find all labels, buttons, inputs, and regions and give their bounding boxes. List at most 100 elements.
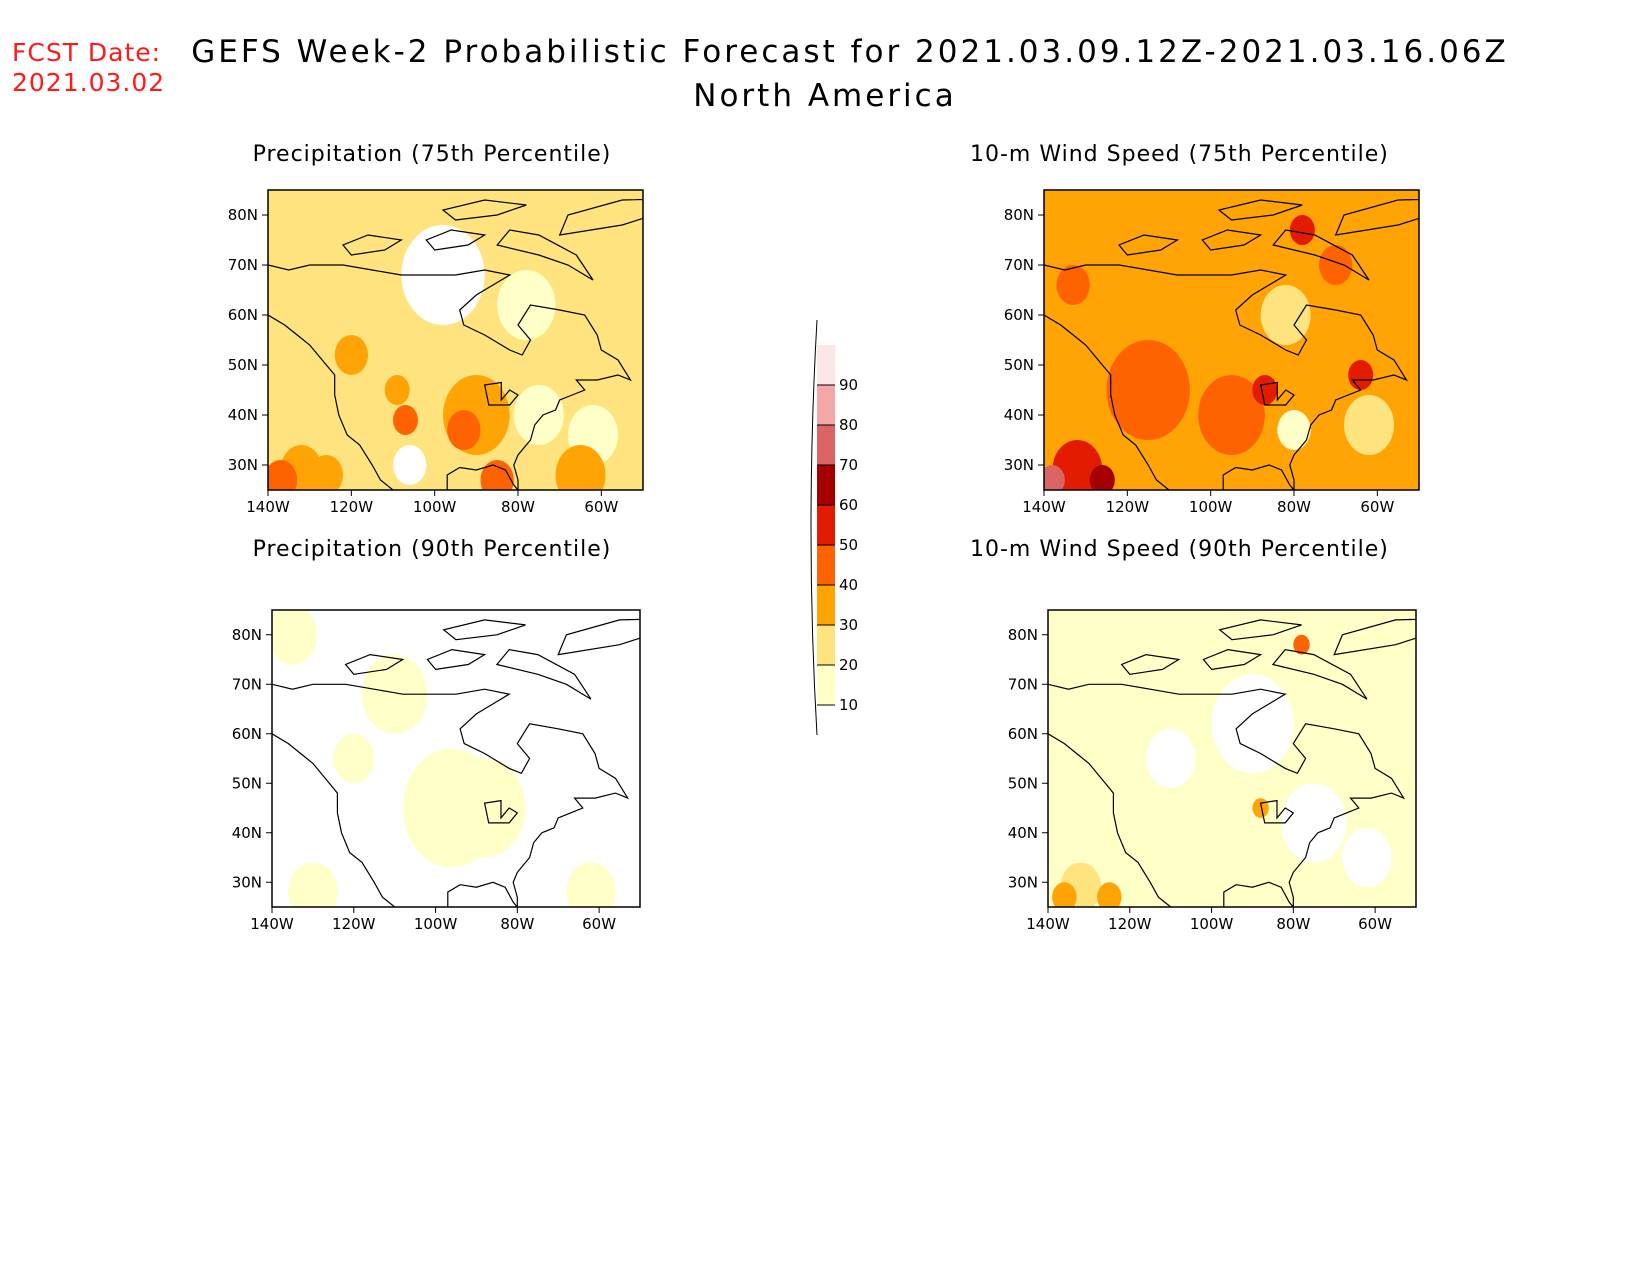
lat-tick-label: 40N xyxy=(228,406,258,424)
lat-tick-label: 50N xyxy=(228,356,258,374)
map-panel-precip75: 30N 40N 50N 60N 70N 80N 140W 120W 100W 80W 60W xyxy=(228,189,644,516)
lon-tick-label: 140W xyxy=(1022,498,1066,516)
colorbar-label: 90 xyxy=(839,376,858,394)
probability-region xyxy=(1342,827,1392,888)
map-frame xyxy=(1043,189,1420,491)
island-outline xyxy=(441,199,527,221)
probability-region xyxy=(1281,783,1347,863)
lat-tick-label: 30N xyxy=(1004,456,1034,474)
lon-tick-label: 60W xyxy=(1360,498,1394,516)
probability-region xyxy=(268,460,298,490)
probability-region xyxy=(1289,215,1315,245)
main-title-line2: North America xyxy=(693,78,957,114)
island-outline xyxy=(495,648,592,700)
coastlines xyxy=(1044,198,1419,490)
probability-region xyxy=(393,405,418,435)
lon-tick-label: 100W xyxy=(1189,498,1233,516)
colorbar-label: 40 xyxy=(839,576,858,594)
island-outline xyxy=(1272,229,1370,281)
probability-region xyxy=(1052,440,1103,490)
probability-region xyxy=(272,610,317,665)
colorbar-outline xyxy=(810,319,818,736)
probability-region xyxy=(361,654,428,734)
colorbar-swatch xyxy=(817,385,835,425)
lon-tick-label: 120W xyxy=(332,915,376,933)
forecast-date-block: FCST Date: 2021.03.02 xyxy=(12,38,165,98)
panel-title-wind90: 10-m Wind Speed (90th Percentile) xyxy=(970,537,1389,562)
colorbar-label: 10 xyxy=(839,696,858,714)
colorbar-swatch xyxy=(817,425,835,465)
coastline xyxy=(272,733,396,907)
main-title-line1: GEFS Week-2 Probabilistic Forecast for 2… xyxy=(191,34,1509,70)
coastline xyxy=(272,683,630,907)
island-outline xyxy=(1218,619,1302,641)
colorbar-label: 60 xyxy=(839,496,858,514)
island-outline xyxy=(426,648,487,671)
probability-field xyxy=(1048,610,1416,907)
probability-region xyxy=(333,733,375,784)
coastline xyxy=(1044,314,1170,490)
island-outline xyxy=(558,198,643,236)
colorbar-label: 80 xyxy=(839,416,858,434)
island-outline xyxy=(1202,648,1263,671)
probability-region xyxy=(1106,340,1190,440)
main-title: GEFS Week-2 Probabilistic Forecast for 2… xyxy=(0,30,1650,118)
colorbar-label: 50 xyxy=(839,536,858,554)
lat-tick-label: 50N xyxy=(1008,774,1038,792)
colorbar-swatch xyxy=(817,585,835,625)
colorbar-swatch xyxy=(817,505,835,545)
probability-region xyxy=(309,455,343,490)
lon-tick-label: 140W xyxy=(1026,915,1070,933)
probability-region xyxy=(334,335,368,375)
lon-tick-label: 120W xyxy=(330,498,374,516)
probability-region xyxy=(1252,375,1278,405)
coastline xyxy=(1048,733,1172,907)
lat-tick-label: 50N xyxy=(1004,356,1034,374)
probability-region xyxy=(1097,882,1122,907)
lat-tick-label: 80N xyxy=(1004,206,1034,224)
colorbar-label: 70 xyxy=(839,456,858,474)
probability-region xyxy=(1211,674,1294,774)
lat-tick-label: 60N xyxy=(228,306,258,324)
probability-region xyxy=(1146,728,1196,789)
lat-tick-label: 40N xyxy=(1008,824,1038,842)
map-panel-wind75: 30N 40N 50N 60N 70N 80N 140W 120W 100W 80W 60W xyxy=(1004,189,1420,516)
coastline xyxy=(1044,264,1408,490)
probability-region xyxy=(447,410,481,450)
map-panel-wind90: 30N 40N 50N 60N 70N 80N 140W 120W 100W 80W 60W xyxy=(1008,609,1417,933)
probability-region xyxy=(288,862,338,907)
probability-region xyxy=(1056,265,1090,305)
lat-tick-label: 60N xyxy=(1008,725,1038,743)
lon-tick-label: 100W xyxy=(414,915,458,933)
lon-tick-label: 80W xyxy=(501,498,535,516)
lon-tick-label: 60W xyxy=(582,915,616,933)
probability-region xyxy=(1293,634,1310,655)
island-outline xyxy=(483,381,519,406)
map-frame xyxy=(1047,609,1417,908)
lon-tick-label: 120W xyxy=(1108,915,1152,933)
lat-tick-label: 80N xyxy=(228,206,258,224)
lat-tick-label: 40N xyxy=(1004,406,1034,424)
coastlines xyxy=(272,618,640,907)
lat-tick-label: 30N xyxy=(228,456,258,474)
island-outline xyxy=(344,653,405,675)
colorbar-label: 30 xyxy=(839,616,858,634)
lat-tick-label: 50N xyxy=(232,774,262,792)
lon-tick-label: 80W xyxy=(500,915,534,933)
probability-region xyxy=(393,445,427,485)
probability-region xyxy=(1319,245,1353,285)
island-outline xyxy=(1118,234,1180,256)
lon-tick-label: 60W xyxy=(1358,915,1392,933)
coastlines xyxy=(268,198,643,490)
lat-tick-label: 80N xyxy=(232,626,262,644)
probability-region xyxy=(1348,360,1374,390)
probability-region xyxy=(1044,465,1065,490)
colorbar-swatch xyxy=(817,545,835,585)
island-outline xyxy=(1259,381,1295,406)
lat-tick-label: 60N xyxy=(1004,306,1034,324)
lon-tick-label: 100W xyxy=(413,498,457,516)
probability-region xyxy=(497,270,556,340)
coastline xyxy=(268,314,394,490)
map-frame xyxy=(267,189,644,491)
lat-tick-label: 70N xyxy=(1008,675,1038,693)
